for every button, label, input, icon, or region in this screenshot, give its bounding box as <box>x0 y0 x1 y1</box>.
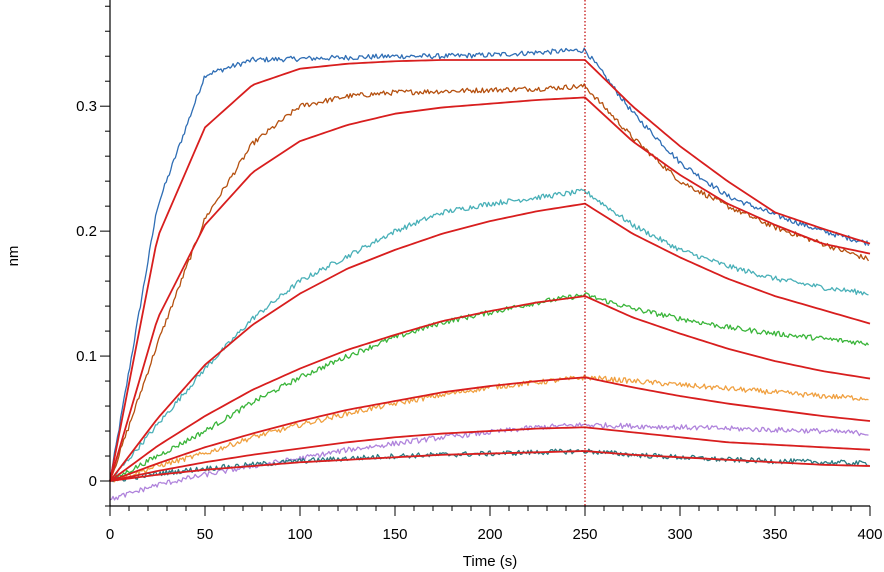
measured-curve <box>109 448 869 483</box>
y-tick-label: 0.2 <box>76 223 97 240</box>
measured-curve <box>109 422 869 501</box>
measured-curve <box>109 83 870 482</box>
x-tick-label: 0 <box>106 526 114 543</box>
x-tick-label: 100 <box>287 526 312 543</box>
measured-curve <box>109 188 869 482</box>
y-axis-label: nm <box>5 246 22 267</box>
fit-curve <box>109 96 871 482</box>
measured-curve <box>109 47 870 482</box>
fit-curve <box>109 295 871 482</box>
x-tick-label: 400 <box>857 526 882 543</box>
x-axis-label: Time (s) <box>463 553 517 570</box>
x-tick-label: 50 <box>197 526 214 543</box>
x-tick-label: 350 <box>762 526 787 543</box>
y-tick-label: 0 <box>89 473 97 490</box>
x-tick-label: 250 <box>572 526 597 543</box>
x-tick-label: 200 <box>477 526 502 543</box>
measured-curve <box>109 292 870 482</box>
curves-layer <box>109 47 871 501</box>
y-tick-label: 0.3 <box>76 98 97 115</box>
fit-curve <box>109 202 871 482</box>
x-tick-label: 300 <box>667 526 692 543</box>
y-ticks: 0 0.1 0.2 0.3 <box>76 5 110 507</box>
x-ticks: 0 50 100 150 200 250 300 350 400 <box>106 506 883 543</box>
y-tick-label: 0.1 <box>76 348 97 365</box>
x-tick-label: 150 <box>382 526 407 543</box>
fit-curve <box>109 450 871 482</box>
fit-curve <box>109 59 871 482</box>
fit-curve <box>109 376 871 482</box>
fit-curve <box>109 426 871 482</box>
